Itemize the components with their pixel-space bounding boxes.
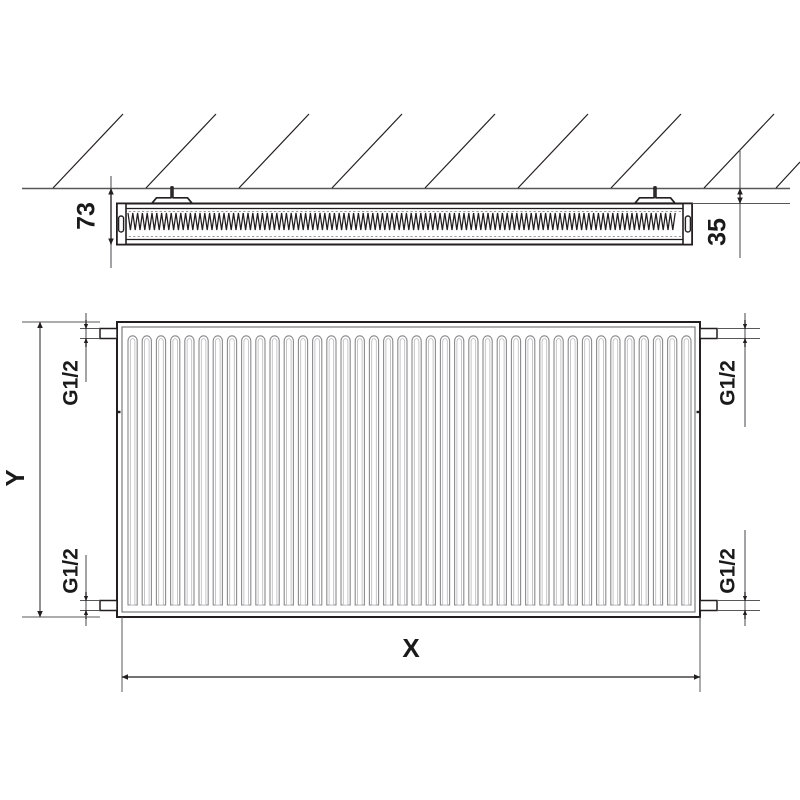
stub-bottom-left [99, 599, 118, 612]
dimension-g12-bottom-right: G1/2 [717, 530, 760, 626]
wall-hatching [22, 113, 800, 190]
hatch-lines [52, 113, 800, 189]
dimension-depth-73: 73 [73, 176, 114, 268]
front-elevation-view [99, 321, 718, 618]
dimension-g12-top-right: G1/2 [717, 313, 760, 427]
left-end-cap [116, 202, 127, 246]
dimension-label-73: 73 [73, 202, 101, 230]
stub-top-left [99, 327, 118, 340]
dimension-label-x: X [402, 633, 420, 663]
dimension-label-g12-top-right: G1/2 [717, 360, 740, 406]
dimension-height-y: Y [0, 321, 100, 618]
right-end-cap [682, 202, 693, 246]
connection-stubs [99, 327, 718, 612]
dimension-label-g12-bottom-right: G1/2 [717, 548, 740, 594]
dimension-label-g12-top-left: G1/2 [60, 360, 83, 406]
top-section-view [22, 113, 800, 246]
dimension-label-y: Y [0, 469, 30, 486]
dimension-width-x: X [121, 617, 701, 692]
dimension-gap-35: 35 [692, 150, 790, 258]
dimension-g12-top-left: G1/2 [60, 313, 100, 406]
dimension-label-g12-bottom-left: G1/2 [60, 548, 83, 594]
dimension-label-35: 35 [704, 218, 732, 246]
radiator-section-body [116, 202, 693, 246]
stub-top-right [699, 327, 718, 340]
stub-bottom-right [699, 599, 718, 612]
dimension-g12-bottom-left: G1/2 [60, 548, 100, 626]
